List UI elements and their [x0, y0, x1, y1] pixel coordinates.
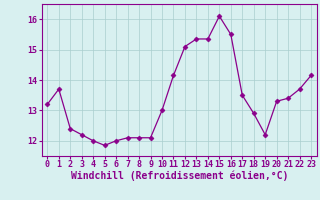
- X-axis label: Windchill (Refroidissement éolien,°C): Windchill (Refroidissement éolien,°C): [70, 171, 288, 181]
